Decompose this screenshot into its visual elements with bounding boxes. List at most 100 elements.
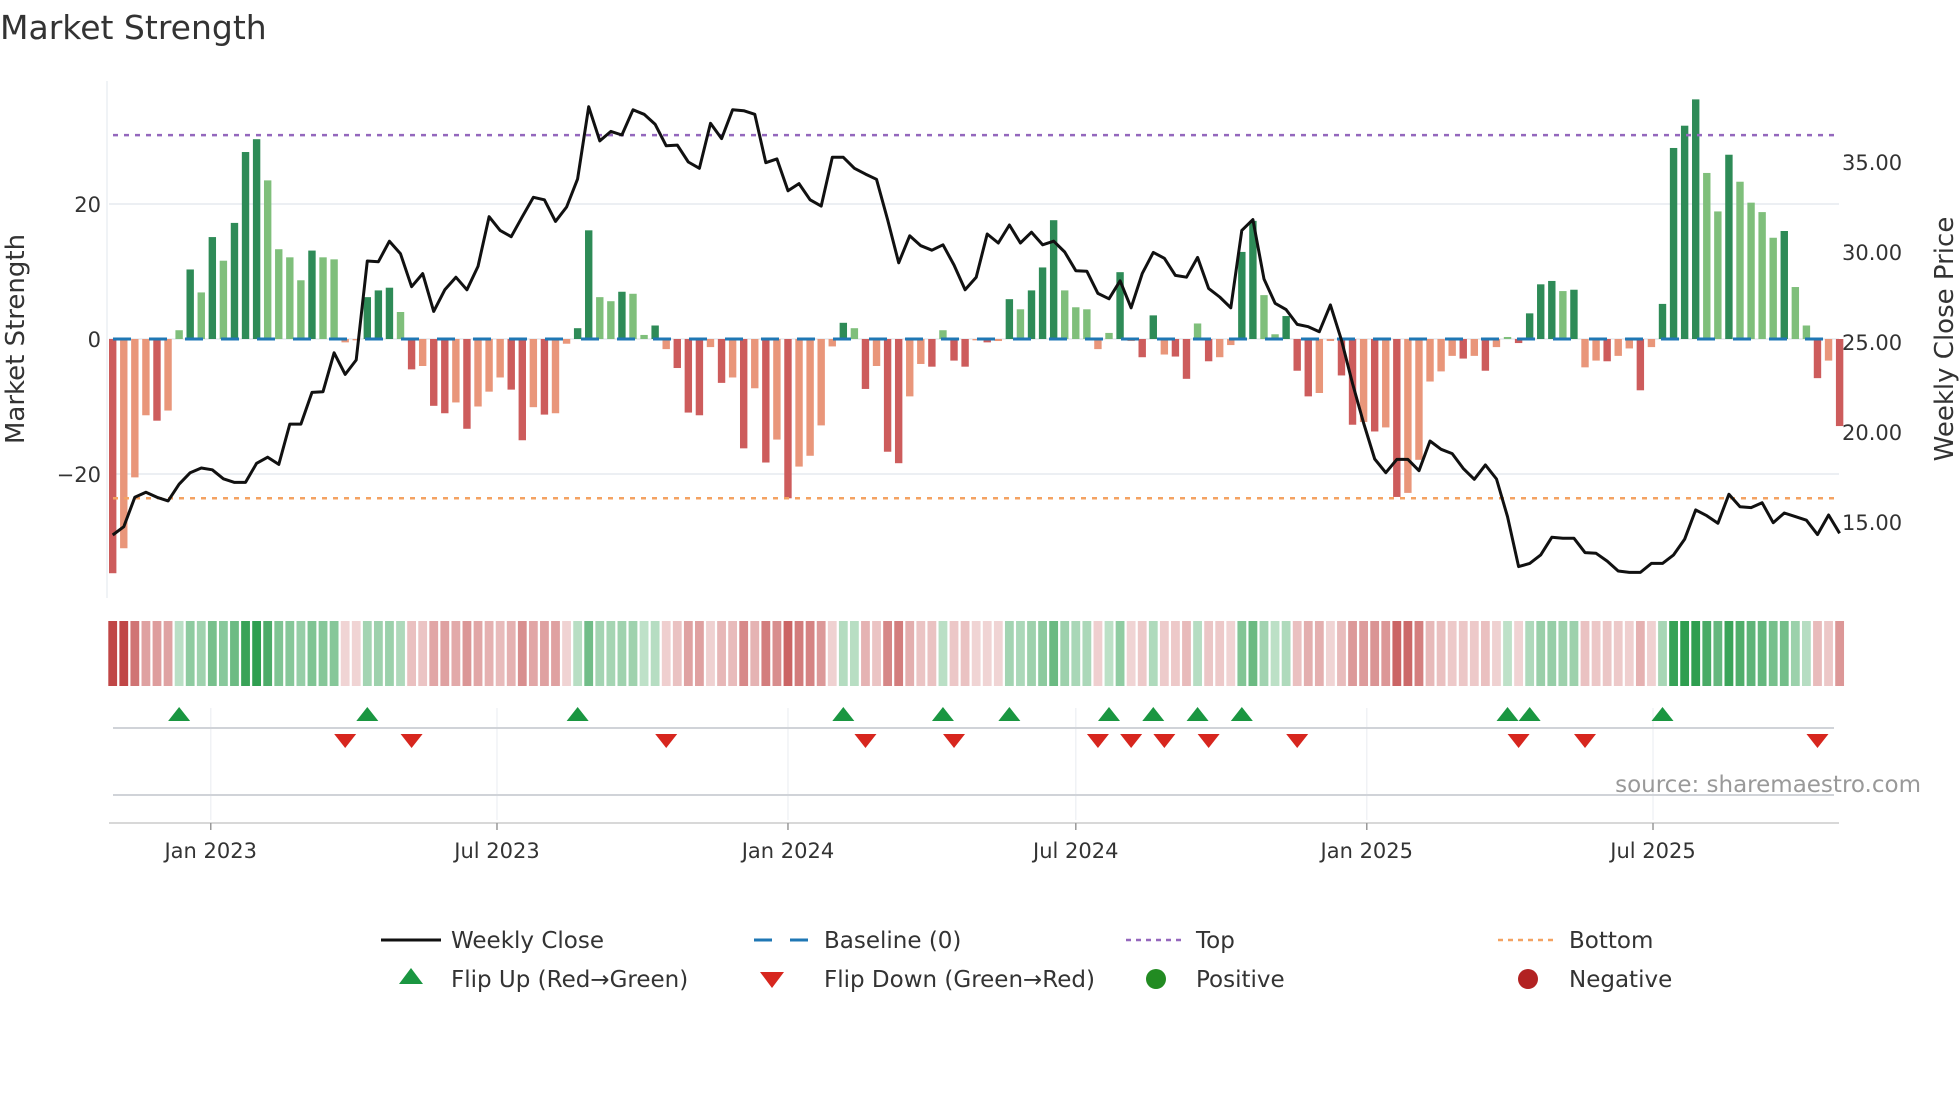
strip-cell — [1215, 621, 1225, 686]
strength-bar — [507, 339, 515, 390]
strength-bar — [319, 257, 327, 339]
circle-icon — [1518, 969, 1538, 989]
strip-cell — [1447, 621, 1457, 686]
strip-cell — [1558, 621, 1568, 686]
strength-bar — [607, 301, 615, 339]
strength-bar — [1692, 99, 1700, 339]
strip-cell — [1580, 621, 1590, 686]
strip-cell — [307, 621, 317, 686]
strip-cell — [540, 621, 549, 686]
strength-bar — [441, 339, 449, 414]
strength-bar — [1415, 339, 1423, 460]
strip-cell — [872, 621, 881, 686]
legend-item-weekly-close: Weekly Close — [381, 928, 604, 954]
strength-bar — [762, 339, 770, 463]
strength-bar — [1105, 332, 1113, 339]
strength-bar — [640, 334, 648, 339]
strip-cell — [650, 621, 660, 686]
strip-cell — [1702, 621, 1712, 686]
strength-bar — [1813, 339, 1822, 379]
legend-label: Top — [1195, 928, 1235, 954]
legend-label: Negative — [1569, 967, 1672, 993]
strip-cell — [174, 621, 184, 686]
flip-up-marker — [1098, 707, 1120, 721]
strip-cell — [440, 621, 450, 686]
strength-bar — [286, 257, 294, 339]
y-tick-label: −20 — [57, 463, 101, 487]
strength-bar — [1072, 307, 1080, 339]
strength-bar — [308, 250, 316, 339]
y2-tick-label: 35.00 — [1842, 151, 1902, 175]
strength-bar — [252, 139, 261, 339]
strength-bar — [1304, 339, 1312, 397]
flip-up-marker — [832, 707, 855, 721]
strip-cell — [1226, 621, 1236, 686]
strip-cell — [1159, 621, 1169, 686]
strip-cell — [971, 621, 981, 686]
strength-bar — [1271, 334, 1279, 339]
strength-bar — [1448, 339, 1456, 356]
strength-bar — [972, 339, 980, 341]
strip-cell — [152, 621, 162, 686]
strip-cell — [1115, 621, 1125, 686]
strip-cell — [1281, 621, 1291, 686]
strip-cell — [1425, 621, 1435, 686]
flip-down-marker — [854, 734, 877, 748]
legend-label: Weekly Close — [451, 928, 604, 954]
flip-down-marker — [943, 734, 966, 748]
strength-bar — [618, 291, 626, 339]
strength-bar — [883, 339, 892, 452]
strip-cell — [1813, 621, 1822, 686]
strength-bar — [1393, 339, 1401, 497]
strength-bar — [109, 339, 117, 574]
strength-bar — [994, 339, 1002, 342]
strip-cell — [1403, 621, 1413, 686]
strip-cell — [1735, 621, 1745, 686]
strip-cell — [1337, 621, 1346, 686]
strength-bar — [1581, 339, 1589, 368]
strength-bar — [1780, 231, 1788, 339]
strip-cell — [1248, 621, 1258, 686]
y2-tick-label: 25.00 — [1842, 331, 1902, 355]
strip-cell — [108, 621, 118, 686]
strip-cell — [838, 621, 848, 686]
strip-cell — [1647, 621, 1656, 686]
strip-cell — [1182, 621, 1191, 686]
strip-cell — [351, 621, 361, 686]
strength-bar — [1824, 339, 1833, 361]
strip-cell — [1724, 621, 1734, 686]
strip-cell — [805, 621, 815, 686]
strength-bar — [983, 339, 991, 343]
strength-bar — [1370, 339, 1379, 432]
strength-bar — [208, 237, 217, 339]
strip-cell — [1326, 621, 1335, 686]
flip-down-marker — [1507, 734, 1530, 748]
flip-up-marker — [356, 707, 379, 721]
strip-cell — [916, 621, 926, 686]
strength-bar — [795, 339, 803, 467]
strip-cell — [230, 621, 239, 686]
y-tick-label: 0 — [88, 328, 101, 352]
strip-cell — [451, 621, 461, 686]
y2-tick-label: 15.00 — [1842, 511, 1902, 535]
strip-cell — [1547, 621, 1557, 686]
strength-bar — [1714, 211, 1722, 339]
strength-bar — [1061, 290, 1069, 339]
flip-up-marker — [931, 707, 954, 721]
legend-item-baseline: Baseline (0) — [754, 928, 961, 954]
strip-cell — [1348, 621, 1357, 686]
strength-bar — [1315, 339, 1324, 393]
strip-cell — [1635, 621, 1645, 686]
flip-up-marker — [1186, 707, 1209, 721]
strip-cell — [252, 621, 262, 686]
strength-bar — [153, 339, 161, 421]
strength-bar — [1636, 339, 1645, 391]
strip-cell — [1137, 621, 1147, 686]
strip-cell — [573, 621, 583, 686]
strength-bar — [1027, 290, 1036, 339]
flip-markers — [113, 707, 1834, 820]
strip-cell — [894, 621, 904, 686]
strength-bar — [164, 339, 172, 411]
strip-cell — [584, 621, 594, 686]
strength-bar — [374, 290, 383, 339]
